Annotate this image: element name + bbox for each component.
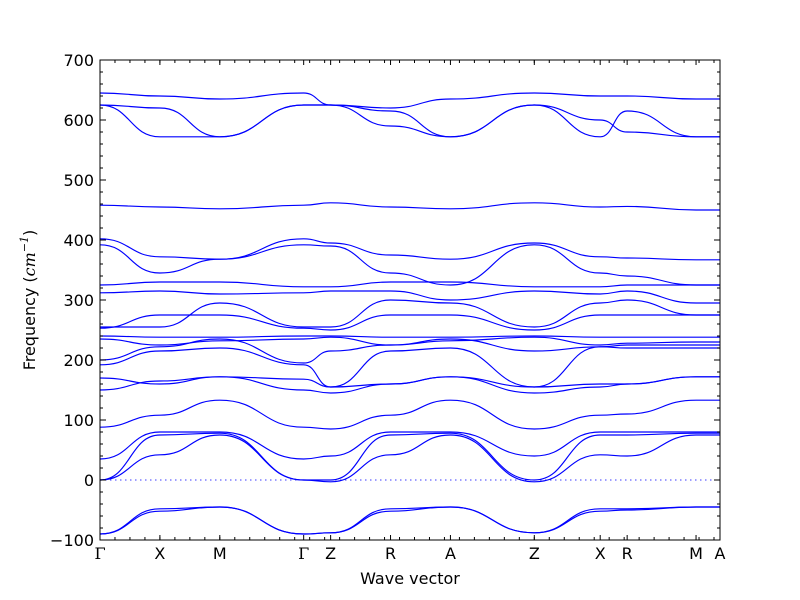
band-line-6	[99, 244, 720, 286]
y-tick-label: 100	[63, 411, 94, 430]
band-line-5	[99, 238, 720, 261]
band-line-3	[99, 104, 721, 138]
x-tick-label: X	[595, 544, 606, 563]
band-line-17	[99, 399, 720, 430]
band-line-14	[99, 346, 720, 388]
band-line-7	[99, 281, 720, 288]
y-axis-label: Frequency (cm−1)	[18, 230, 39, 371]
band-line-8	[99, 290, 720, 304]
x-axis-label: Wave vector	[360, 569, 460, 588]
band-line-12	[99, 336, 720, 346]
band-line-4	[99, 202, 720, 211]
band-line-1	[99, 92, 720, 109]
y-axis-label-close-paren: )	[20, 230, 39, 236]
band-line-18	[99, 431, 720, 460]
band-line-22	[99, 506, 721, 535]
y-tick-label: 200	[63, 351, 94, 370]
x-tick-label: R	[385, 544, 396, 563]
y-axis: −100 0 100 200 300 400 500 600 700	[50, 51, 720, 550]
band-line-16	[99, 376, 720, 394]
band-line-21	[99, 506, 721, 535]
x-tick-label: A	[445, 544, 456, 563]
y-axis-label-unit: cm	[20, 252, 39, 276]
x-tick-label: M	[689, 544, 703, 563]
y-axis-label-open-paren: (	[20, 276, 39, 282]
x-tick-label: A	[715, 544, 726, 563]
y-tick-label: 700	[63, 51, 94, 70]
band-line-9	[100, 299, 720, 328]
x-tick-label: Γ	[298, 544, 309, 563]
y-axis-label-exponent: −1	[18, 236, 31, 252]
y-tick-label: 300	[63, 291, 94, 310]
y-tick-label: 0	[84, 471, 94, 490]
band-line-19	[99, 432, 720, 481]
band-line-20	[99, 434, 720, 483]
band-line-13	[99, 338, 720, 364]
y-tick-label: 600	[63, 111, 94, 130]
x-tick-label: M	[213, 544, 227, 563]
x-tick-label: Z	[529, 544, 540, 563]
y-tick-label: −100	[50, 531, 94, 550]
x-tick-label: Z	[325, 544, 336, 563]
y-tick-label: 500	[63, 171, 94, 190]
x-tick-label: X	[154, 544, 165, 563]
band-line-10	[99, 314, 720, 331]
x-tick-label: R	[622, 544, 633, 563]
y-axis-label-text: Frequency	[20, 288, 39, 371]
y-tick-label: 400	[63, 231, 94, 250]
band-lines-layer	[99, 92, 721, 535]
band-line-11	[99, 335, 720, 338]
x-tick-label: Γ	[94, 544, 105, 563]
